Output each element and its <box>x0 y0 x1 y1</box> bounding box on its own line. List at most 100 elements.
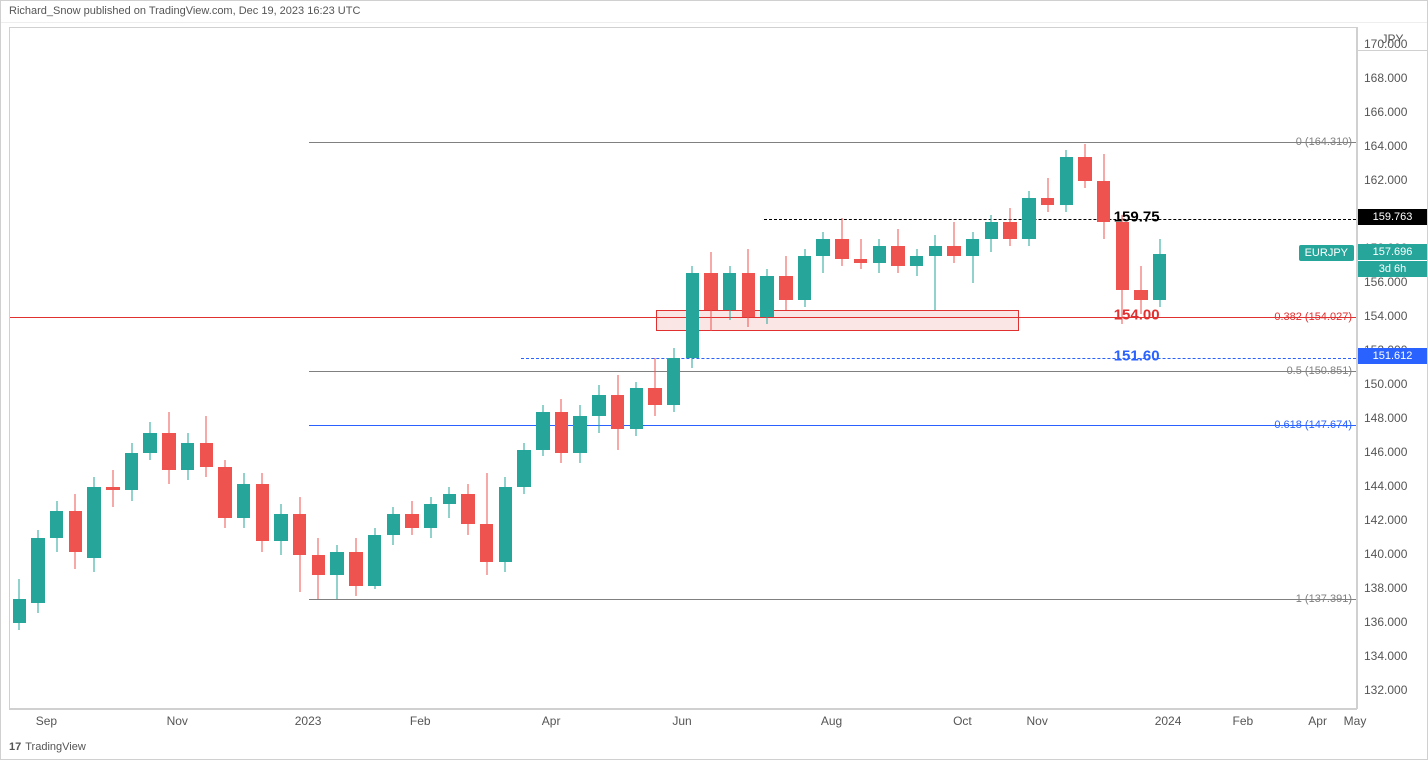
candle <box>723 28 736 708</box>
footer: 17 TradingView <box>9 741 86 753</box>
y-tick: 138.000 <box>1364 581 1407 595</box>
y-tick: 164.000 <box>1364 139 1407 153</box>
candle <box>330 28 343 708</box>
chart-container: Richard_Snow published on TradingView.co… <box>0 0 1428 760</box>
candle <box>910 28 923 708</box>
candle <box>611 28 624 708</box>
publisher-text: Richard_Snow published on TradingView.co… <box>9 5 360 17</box>
candle <box>50 28 63 708</box>
x-tick: Jun <box>672 714 691 728</box>
candle <box>387 28 400 708</box>
y-tick: 146.000 <box>1364 445 1407 459</box>
y-tick: 144.000 <box>1364 479 1407 493</box>
candle <box>424 28 437 708</box>
candle <box>1060 28 1073 708</box>
x-tick: Nov <box>167 714 188 728</box>
candle <box>143 28 156 708</box>
y-tick: 168.000 <box>1364 71 1407 85</box>
candle <box>667 28 680 708</box>
candle <box>517 28 530 708</box>
tradingview-logo-icon: 17 <box>9 741 21 753</box>
candle <box>835 28 848 708</box>
candle <box>218 28 231 708</box>
candle <box>573 28 586 708</box>
y-axis[interactable]: JPY 132.000134.000136.000138.000140.0001… <box>1357 27 1427 709</box>
x-tick: May <box>1344 714 1367 728</box>
candle <box>1097 28 1110 708</box>
plot-area[interactable]: 0 (164.310)0.382 (154.027)0.5 (150.851)0… <box>9 27 1357 709</box>
x-tick: Apr <box>542 714 561 728</box>
candle <box>1116 28 1129 708</box>
candle <box>779 28 792 708</box>
y-tick: 166.000 <box>1364 105 1407 119</box>
x-axis[interactable]: SepNov2023FebAprJunAugOctNov2024FebAprMa… <box>9 709 1357 731</box>
fib-label: 0.5 (150.851) <box>1287 365 1352 377</box>
x-tick: Apr <box>1308 714 1327 728</box>
candle <box>592 28 605 708</box>
x-tick: Sep <box>36 714 57 728</box>
y-tick: 148.000 <box>1364 411 1407 425</box>
fib-label: 0.618 (147.674) <box>1274 419 1352 431</box>
candle <box>891 28 904 708</box>
y-tick: 134.000 <box>1364 649 1407 663</box>
candle <box>293 28 306 708</box>
candle <box>499 28 512 708</box>
candle <box>1134 28 1147 708</box>
candle <box>742 28 755 708</box>
candle <box>686 28 699 708</box>
candle <box>405 28 418 708</box>
candle <box>854 28 867 708</box>
candle <box>536 28 549 708</box>
candle <box>798 28 811 708</box>
current-price-tag: 157.696 <box>1358 244 1427 260</box>
candle <box>162 28 175 708</box>
x-tick: Aug <box>821 714 842 728</box>
y-tick: 132.000 <box>1364 683 1407 697</box>
candle <box>1153 28 1166 708</box>
candle <box>704 28 717 708</box>
y-tick: 136.000 <box>1364 615 1407 629</box>
candle <box>630 28 643 708</box>
x-tick: Oct <box>953 714 972 728</box>
candle <box>181 28 194 708</box>
y-tick: 142.000 <box>1364 513 1407 527</box>
candle <box>947 28 960 708</box>
candle <box>256 28 269 708</box>
candle <box>69 28 82 708</box>
candle <box>760 28 773 708</box>
x-tick: Feb <box>1232 714 1253 728</box>
candle <box>125 28 138 708</box>
x-tick: 2024 <box>1155 714 1182 728</box>
candle <box>349 28 362 708</box>
candle <box>1078 28 1091 708</box>
symbol-tag: EURJPY <box>1299 245 1354 261</box>
candle <box>312 28 325 708</box>
chart-header: Richard_Snow published on TradingView.co… <box>1 1 1427 23</box>
candle <box>274 28 287 708</box>
candle <box>648 28 661 708</box>
candle <box>985 28 998 708</box>
candle <box>461 28 474 708</box>
candle <box>368 28 381 708</box>
candle <box>237 28 250 708</box>
candle <box>966 28 979 708</box>
fib-label: 0 (164.310) <box>1296 136 1352 148</box>
candle <box>1022 28 1035 708</box>
y-tick: 150.000 <box>1364 377 1407 391</box>
candle <box>873 28 886 708</box>
countdown-tag: 3d 6h <box>1358 261 1427 277</box>
x-tick: 2023 <box>295 714 322 728</box>
price-tag: 159.763 <box>1358 209 1427 225</box>
candle <box>555 28 568 708</box>
candle <box>106 28 119 708</box>
candle <box>1003 28 1016 708</box>
y-tick: 170.000 <box>1364 37 1407 51</box>
y-tick: 162.000 <box>1364 173 1407 187</box>
x-tick: Nov <box>1027 714 1048 728</box>
candle <box>480 28 493 708</box>
x-tick: Feb <box>410 714 431 728</box>
candle <box>443 28 456 708</box>
candle <box>1041 28 1054 708</box>
price-tag: 151.612 <box>1358 348 1427 364</box>
candle <box>816 28 829 708</box>
